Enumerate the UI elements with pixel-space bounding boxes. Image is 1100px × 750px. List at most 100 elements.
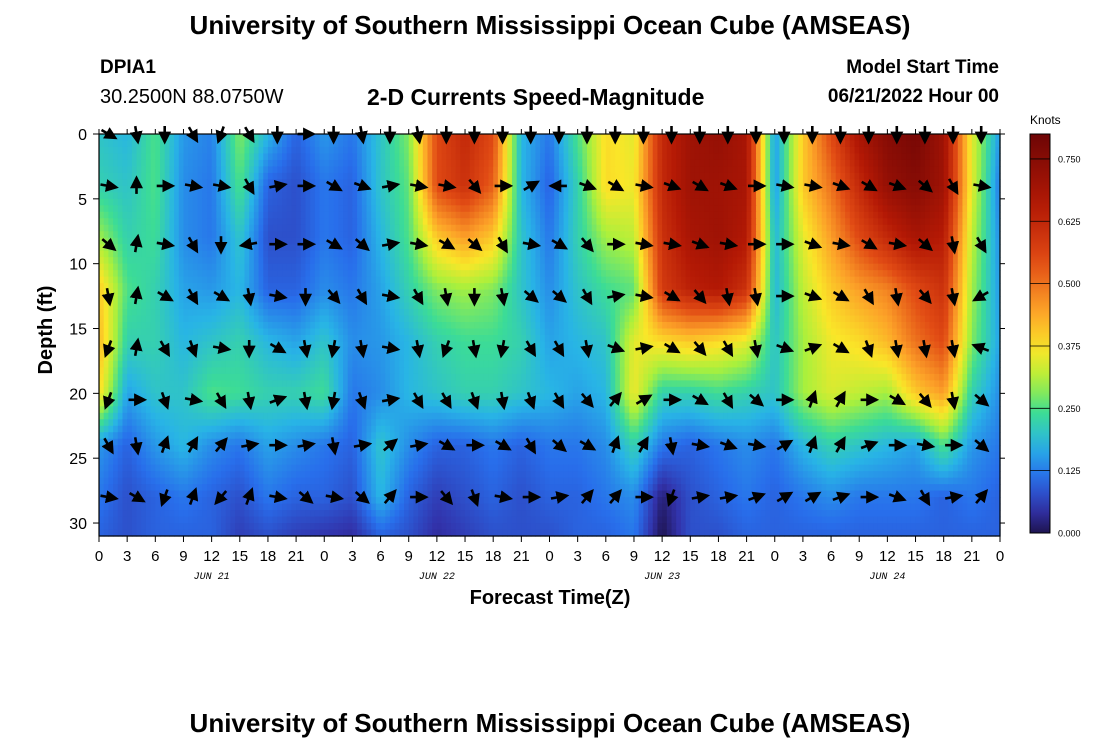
heatmap-cell [633, 250, 640, 258]
heatmap-cell [380, 179, 386, 187]
heatmap-cell [352, 185, 358, 193]
heatmap-cell [333, 270, 339, 278]
heatmap-cell [835, 192, 842, 200]
heatmap-cell [526, 276, 532, 284]
heatmap-cell [549, 153, 555, 161]
heatmap-cell [160, 192, 166, 200]
heatmap-cell [967, 211, 973, 219]
heatmap-cell [103, 153, 109, 161]
heatmap-cell [258, 146, 264, 155]
heatmap-cell [267, 244, 274, 252]
heatmap-cell [160, 263, 166, 271]
heatmap-cell [774, 205, 781, 213]
heatmap-cell [483, 276, 490, 284]
heatmap-cell [263, 296, 269, 304]
heatmap-cell [122, 198, 128, 206]
heatmap-cell [305, 224, 311, 232]
heatmap-cell [178, 134, 185, 142]
heatmap-cell [845, 159, 851, 168]
heatmap-cell [474, 231, 480, 239]
heatmap-cell [835, 166, 842, 174]
heatmap-cell [380, 244, 386, 252]
heatmap-cell [291, 159, 297, 168]
heatmap-cell [375, 244, 382, 252]
heatmap-cell [831, 192, 837, 200]
heatmap-cell [873, 211, 879, 219]
heatmap-cell [211, 179, 217, 187]
heatmap-cell [404, 153, 410, 161]
heatmap-cell [99, 250, 105, 258]
heatmap-cell [183, 289, 189, 297]
heatmap-cell [479, 179, 485, 187]
heatmap-cell [230, 244, 236, 252]
heatmap-cell [441, 192, 447, 200]
heatmap-cell [821, 159, 827, 168]
heatmap-cell [605, 153, 612, 161]
heatmap-cell [877, 244, 884, 252]
heatmap-cell [633, 172, 640, 180]
heatmap-cell [488, 205, 494, 213]
heatmap-cell [568, 179, 574, 187]
heatmap-cell [549, 257, 555, 265]
heatmap-cell [300, 289, 307, 297]
heatmap-cell [802, 211, 809, 219]
heatmap-cell [145, 172, 152, 180]
heatmap-cell [117, 224, 124, 232]
heatmap-cell [174, 140, 180, 148]
heatmap-cell [122, 146, 128, 155]
heatmap-cell [704, 172, 710, 180]
heatmap-cell [990, 263, 996, 271]
heatmap-cell [713, 270, 720, 278]
heatmap-cell [943, 296, 949, 304]
heatmap-cell [145, 146, 152, 155]
heatmap-cell [530, 276, 537, 284]
heatmap-cell [408, 250, 415, 258]
heatmap-cell [286, 185, 292, 193]
heatmap-cell [765, 205, 771, 213]
heatmap-cell [99, 283, 105, 291]
heatmap-cell [704, 296, 710, 304]
heatmap-cell [141, 289, 147, 297]
heatmap-cell [249, 218, 255, 226]
heatmap-cell [938, 153, 945, 161]
heatmap-cell [953, 270, 959, 278]
heatmap-cell [235, 172, 241, 180]
heatmap-cell [441, 211, 447, 219]
heatmap-cell [422, 263, 429, 271]
heatmap-cell [399, 140, 405, 148]
heatmap-cell [314, 283, 321, 291]
heatmap-cell [915, 276, 921, 284]
heatmap-cell [587, 153, 593, 161]
heatmap-cell [615, 159, 621, 168]
heatmap-cell [300, 283, 307, 291]
heatmap-cell [178, 250, 185, 258]
heatmap-cell [174, 244, 180, 252]
heatmap-cell [685, 185, 691, 193]
heatmap-cell [831, 198, 837, 206]
heatmap-cell [680, 263, 687, 271]
heatmap-cell [760, 166, 766, 174]
heatmap-cell [835, 250, 842, 258]
heatmap-cell [807, 250, 813, 258]
heatmap-cell [493, 146, 499, 155]
heatmap-cell [582, 263, 588, 271]
heatmap-cell [127, 134, 133, 142]
heatmap-cell [272, 153, 278, 161]
heatmap-cell [938, 192, 945, 200]
heatmap-cell [136, 244, 142, 252]
heatmap-cell [737, 283, 743, 291]
heatmap-cell [549, 205, 555, 213]
heatmap-cell [680, 166, 687, 174]
heatmap-cell [896, 276, 903, 284]
heatmap-cell [258, 283, 264, 291]
heatmap-cell [418, 166, 424, 174]
heatmap-cell [436, 153, 443, 161]
heatmap-cell [943, 270, 949, 278]
heatmap-cell [985, 263, 992, 271]
heatmap-cell [694, 153, 701, 161]
heatmap-cell [249, 276, 255, 284]
heatmap-cell [357, 263, 363, 271]
heatmap-cell [793, 289, 799, 297]
heatmap-cell [164, 270, 170, 278]
heatmap-cell [849, 134, 856, 142]
